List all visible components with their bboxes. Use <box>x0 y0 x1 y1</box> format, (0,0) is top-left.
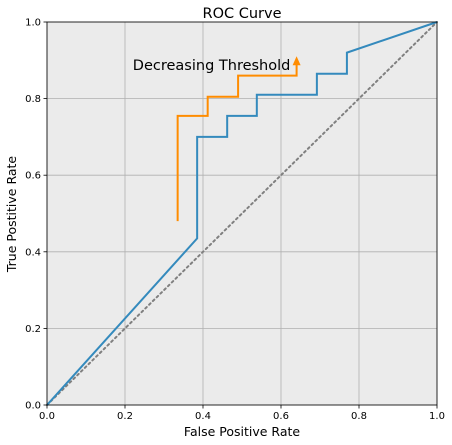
x-axis-label: False Positive Rate <box>184 424 300 439</box>
threshold-arrow-line <box>176 62 298 222</box>
x-tick-label: 0.6 <box>273 411 289 422</box>
x-tick-label: 1.0 <box>429 411 445 422</box>
y-axis-ticks: 0.0 0.2 0.4 0.6 0.8 1.0 <box>25 18 47 412</box>
y-axis-label: True Postitive Rate <box>4 156 19 274</box>
y-tick-label: 0.6 <box>25 171 41 182</box>
x-axis-ticks: 0.0 0.2 0.4 0.6 0.8 1.0 <box>39 405 445 422</box>
roc-line <box>46 21 438 406</box>
y-tick-label: 0.8 <box>25 94 41 105</box>
x-tick-label: 0.0 <box>39 411 55 422</box>
diagonal-line <box>46 21 438 406</box>
y-tick-label: 0.4 <box>25 247 41 258</box>
y-tick-label: 0.0 <box>25 401 41 412</box>
grid-lines <box>46 21 438 406</box>
x-tick-label: 0.2 <box>117 411 133 422</box>
series-group <box>46 21 438 406</box>
x-tick-label: 0.4 <box>195 411 211 422</box>
threshold-arrow-head <box>292 56 301 66</box>
chart-title: ROC Curve <box>203 6 282 22</box>
y-tick-label: 1.0 <box>25 18 41 29</box>
x-tick-label: 0.8 <box>351 411 367 422</box>
plot-frame <box>46 21 438 406</box>
y-tick-label: 0.2 <box>25 324 41 335</box>
threshold-annotation: Decreasing Threshold <box>133 58 291 74</box>
